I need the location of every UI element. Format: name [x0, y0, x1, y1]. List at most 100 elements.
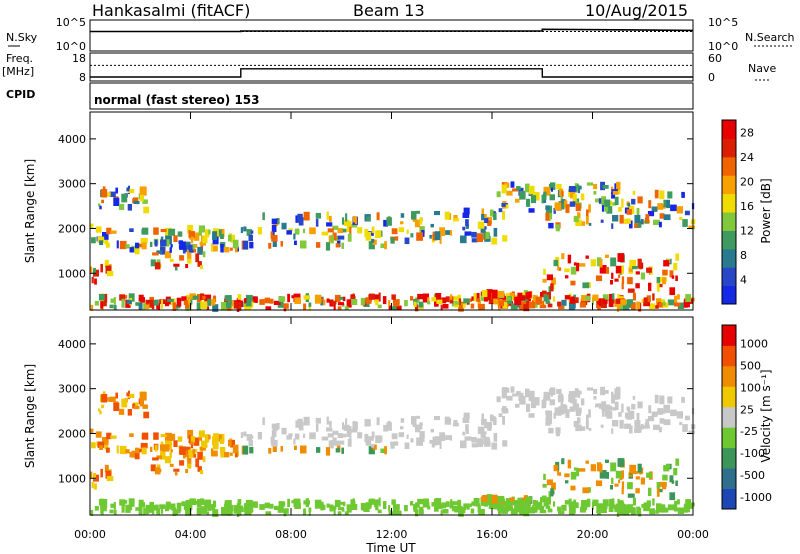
velocity-cell — [572, 399, 577, 407]
velocity-cell — [188, 435, 191, 443]
velocity-cell — [575, 424, 582, 432]
velocity-cell — [232, 444, 239, 454]
power-cell — [585, 295, 591, 302]
power-cell — [413, 301, 417, 307]
power-cell — [578, 263, 586, 267]
velocity-cell — [656, 482, 661, 489]
velocity-cell — [516, 391, 521, 395]
power-cell — [618, 207, 622, 212]
velocity-cell — [245, 505, 252, 512]
velocity-cell — [172, 507, 177, 516]
velocity-cell — [486, 422, 492, 429]
power-cell — [558, 267, 562, 271]
velocity-cell — [471, 436, 477, 443]
velocity-cell — [532, 499, 536, 506]
velocity-cell — [377, 509, 382, 514]
velocity-cell — [288, 433, 293, 437]
power-cell — [196, 294, 202, 303]
power-cell — [600, 302, 607, 308]
power-cell — [649, 303, 656, 310]
velocity-cell — [97, 441, 105, 448]
power-cell — [477, 221, 485, 230]
velocity-cell — [188, 436, 195, 443]
power-cell — [549, 212, 553, 220]
power-cell — [662, 269, 668, 276]
power-cell — [212, 304, 219, 312]
power-cell — [106, 242, 110, 248]
colorbar-segment — [722, 488, 736, 510]
velocity-cell — [502, 416, 505, 425]
velocity-cell — [197, 451, 203, 460]
power-cell — [352, 216, 357, 223]
xtick-label: 00:00 — [74, 528, 106, 541]
power-cell — [528, 208, 535, 213]
xtick-label: 12:00 — [376, 528, 408, 541]
velocity-cell — [327, 433, 334, 438]
power-cell — [322, 299, 326, 306]
power-cell — [419, 226, 425, 234]
velocity-cell — [491, 494, 498, 504]
velocity-colorbar-tick: -25 — [740, 425, 758, 438]
power-cell — [374, 294, 380, 300]
power-cell — [597, 304, 601, 311]
velocity-cell — [519, 506, 527, 515]
velocity-cell — [249, 501, 257, 508]
velocity-cell — [382, 501, 387, 510]
power-cell — [451, 296, 459, 301]
power-cell — [602, 299, 608, 304]
velocity-cell — [150, 464, 156, 472]
colorbar-segment — [722, 365, 736, 387]
power-cell — [198, 231, 202, 236]
velocity-cell — [561, 504, 567, 511]
velocity-cell — [344, 511, 349, 515]
power-cell — [351, 224, 358, 228]
power-cell — [484, 218, 489, 223]
power-cell — [207, 298, 211, 306]
velocity-cell — [99, 445, 104, 450]
velocity-cell — [126, 392, 130, 397]
velocity-cell — [616, 386, 621, 395]
power-cell — [414, 219, 421, 228]
velocity-cell — [173, 468, 180, 472]
power-cell — [104, 237, 109, 245]
power-cell — [273, 300, 281, 305]
velocity-cell — [675, 480, 678, 486]
power-cell — [581, 195, 585, 200]
power-cell — [343, 219, 350, 226]
power-cell — [342, 296, 346, 302]
power-cell — [198, 225, 205, 233]
velocity-cell — [105, 470, 112, 479]
velocity-cell — [436, 504, 443, 509]
power-cell — [663, 260, 670, 267]
velocity-cell — [635, 488, 640, 494]
velocity-cell — [617, 501, 623, 506]
power-cell — [611, 191, 616, 199]
velocity-cell — [293, 438, 296, 445]
freq-right-tick-bottom: 0 — [708, 71, 715, 84]
velocity-cell — [431, 502, 437, 507]
power-cell — [677, 302, 685, 309]
power-cell — [604, 204, 609, 212]
velocity-cell — [368, 446, 375, 455]
power-cell — [138, 302, 143, 310]
velocity-cell — [187, 463, 192, 469]
velocity-cell — [441, 502, 447, 509]
velocity-cell — [629, 425, 633, 434]
velocity-colorbar-tick: -500 — [740, 469, 765, 482]
velocity-cell — [368, 498, 375, 505]
velocity-cell — [413, 506, 417, 512]
velocity-cell — [620, 504, 627, 511]
colorbar-segment — [722, 447, 736, 469]
velocity-cell — [345, 418, 348, 427]
power-cell — [578, 221, 586, 226]
velocity-cell — [445, 435, 452, 440]
power-cell — [440, 304, 443, 311]
velocity-cell — [605, 472, 609, 479]
power-cell — [611, 272, 614, 279]
power-cell — [391, 228, 398, 235]
velocity-cell — [242, 445, 249, 455]
velocity-cell — [386, 422, 392, 431]
freq-left-tick-top: 18 — [72, 52, 86, 65]
power-cell — [149, 299, 154, 308]
power-cell — [570, 280, 576, 286]
